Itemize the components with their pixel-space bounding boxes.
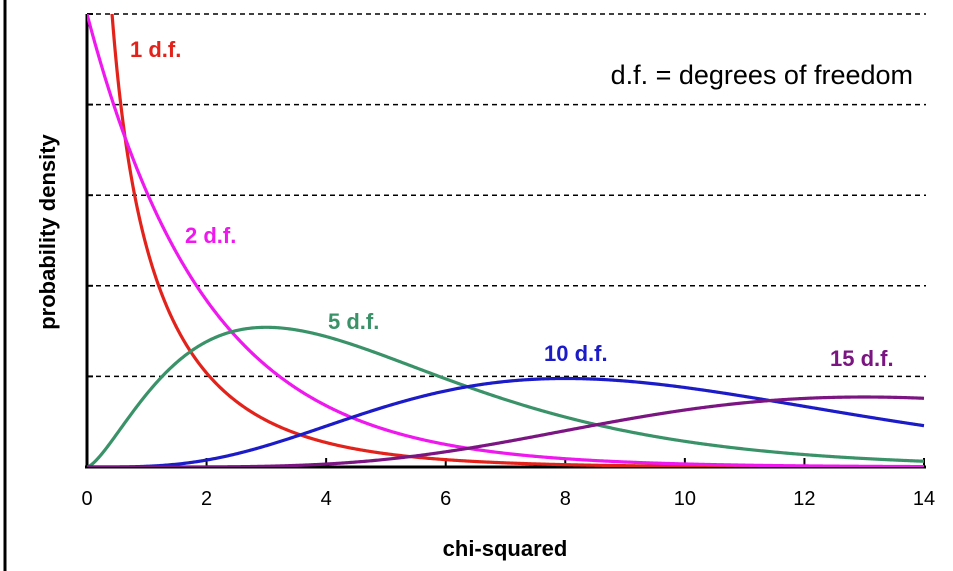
x-tick-label: 2 [201,488,212,510]
x-tick-label: 8 [560,488,571,510]
x-tick-label: 14 [913,488,935,510]
x-tick-label: 10 [674,488,696,510]
y-axis-label: probability density [35,133,60,329]
x-axis-label: chi-squared [443,536,568,561]
series-label-5-df: 5 d.f. [328,309,379,334]
series-label-10-df: 10 d.f. [544,341,608,366]
series-label-2-df: 2 d.f. [185,223,236,248]
series-line-10-df [87,376,925,467]
x-tick-label: 6 [440,488,451,510]
series-labels: 1 d.f. 2 d.f. 5 d.f. 10 d.f. 15 d.f. [130,37,894,371]
x-tick-label: 12 [793,488,815,510]
series-label-1-df: 1 d.f. [130,37,181,62]
series-line-2-df [87,14,925,467]
series-label-15-df: 15 d.f. [830,346,894,371]
series-line-5-df [87,325,925,467]
series-curves [87,14,925,467]
chart-annotation: d.f. = degrees of freedom [611,60,913,90]
x-tick-label: 4 [321,488,332,510]
x-tick-label: 0 [81,488,92,510]
grid-lines [87,13,926,378]
series-line-15-df [87,395,925,467]
